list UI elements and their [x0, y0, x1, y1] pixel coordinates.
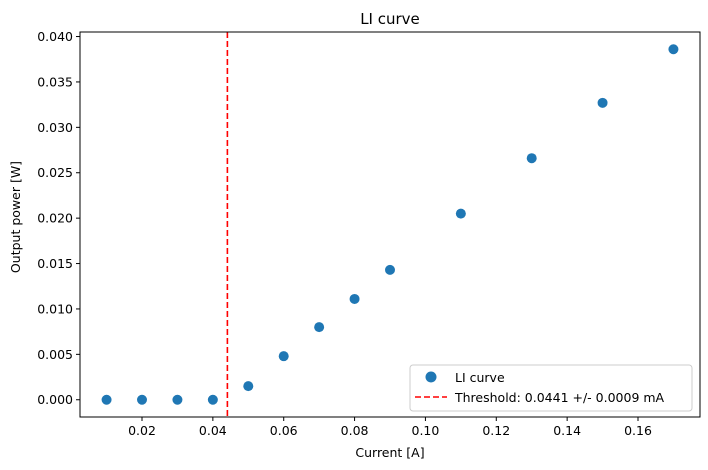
x-axis-label: Current [A] [355, 445, 424, 460]
x-tick-label: 0.16 [624, 423, 652, 438]
data-point [526, 153, 537, 164]
data-point [668, 44, 679, 55]
y-tick-label: 0.030 [37, 120, 73, 135]
x-tick-label: 0.06 [270, 423, 298, 438]
data-points [101, 44, 679, 405]
y-tick-label: 0.040 [37, 29, 73, 44]
data-point [207, 394, 218, 405]
x-tick-label: 0.14 [553, 423, 581, 438]
y-axis-label: Output power [W] [8, 161, 23, 273]
data-point [314, 322, 325, 333]
axes-frame [79, 31, 701, 418]
legend: LI curve Threshold: 0.0441 +/- 0.0009 mA [409, 364, 693, 412]
data-point [597, 97, 608, 108]
x-axis-ticks: 0.02 0.04 0.06 0.08 0.10 0.12 0.14 0.16 [128, 417, 652, 438]
data-point [101, 394, 112, 405]
y-axis-ticks: 0.000 0.005 0.010 0.015 0.020 0.025 0.030 0.035… [37, 29, 80, 407]
y-tick-label: 0.035 [37, 74, 73, 89]
x-tick-label: 0.04 [199, 423, 227, 438]
y-tick-label: 0.020 [37, 211, 73, 226]
legend-label-threshold: Threshold: 0.0441 +/- 0.0009 mA [454, 390, 665, 405]
x-tick-label: 0.02 [128, 423, 156, 438]
y-tick-label: 0.025 [37, 165, 73, 180]
y-tick-label: 0.015 [37, 256, 73, 271]
legend-box [409, 364, 693, 412]
data-point [278, 351, 289, 362]
y-tick-label: 0.005 [37, 347, 73, 362]
data-point [385, 264, 395, 275]
chart-title: LI curve [360, 10, 420, 28]
y-tick-label: 0.000 [37, 392, 73, 407]
data-point [243, 381, 254, 392]
x-tick-label: 0.08 [341, 423, 369, 438]
x-tick-label: 0.10 [412, 423, 440, 438]
data-point [349, 293, 360, 304]
legend-marker-li-curve [425, 371, 437, 383]
data-point [172, 394, 183, 405]
data-point [455, 208, 466, 219]
data-point [137, 394, 147, 405]
y-tick-label: 0.010 [37, 301, 73, 316]
legend-label-li-curve: LI curve [455, 370, 505, 385]
x-tick-label: 0.12 [482, 423, 510, 438]
